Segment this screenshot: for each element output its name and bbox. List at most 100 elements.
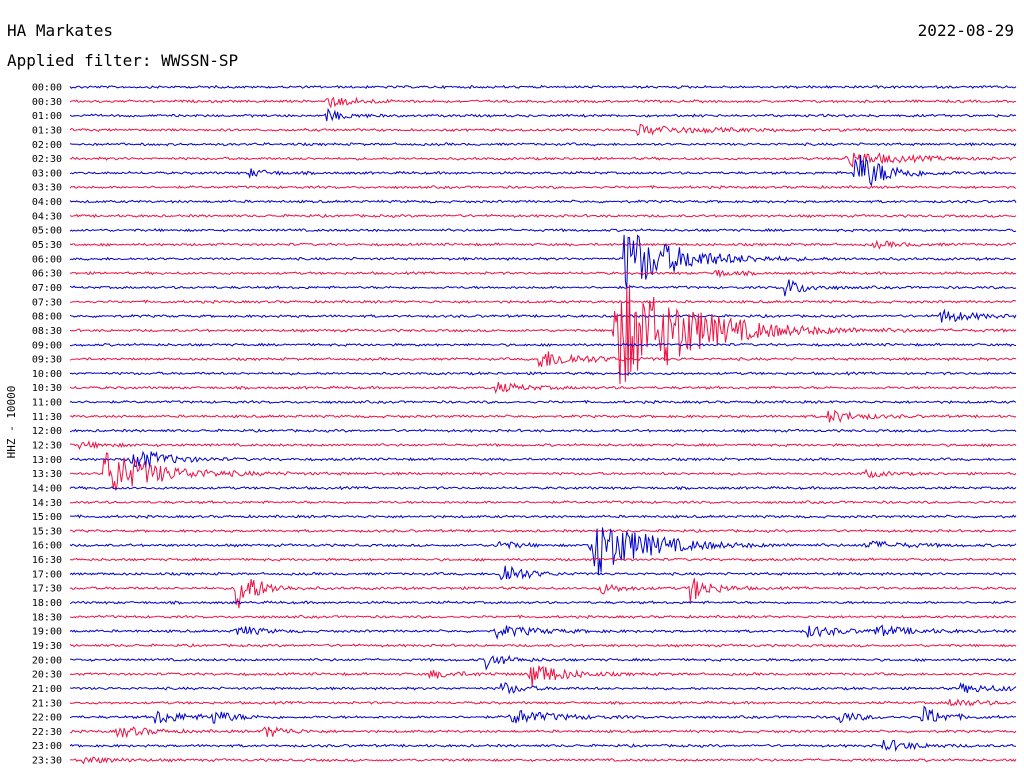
trace-line bbox=[69, 409, 1017, 423]
trace-line bbox=[69, 142, 1017, 147]
row-time-label: 01:00 bbox=[32, 111, 62, 122]
filter-label: Applied filter: WWSSN-SP bbox=[7, 51, 239, 70]
row-time-label: 01:30 bbox=[32, 125, 62, 136]
trace-line bbox=[69, 756, 1017, 765]
trace-line bbox=[69, 279, 1017, 297]
trace-line bbox=[69, 123, 1017, 136]
row-time-label: 09:30 bbox=[32, 355, 62, 366]
trace-line bbox=[69, 643, 1017, 648]
row-time-label: 07:30 bbox=[32, 297, 62, 308]
row-time-label: 07:00 bbox=[32, 283, 62, 294]
trace-line bbox=[69, 154, 1017, 187]
trace-line bbox=[69, 450, 1017, 468]
trace-line bbox=[69, 84, 1017, 90]
trace-line bbox=[69, 739, 1017, 752]
trace-line bbox=[69, 600, 1017, 605]
row-time-label: 20:00 bbox=[32, 655, 62, 666]
row-time-label: 12:30 bbox=[32, 441, 62, 452]
trace-line bbox=[69, 234, 1017, 290]
station-title: HA Markates bbox=[7, 21, 113, 40]
row-time-label: 03:30 bbox=[32, 183, 62, 194]
trace-line bbox=[69, 440, 1017, 450]
row-time-label: 14:00 bbox=[32, 483, 62, 494]
y-axis-label: HHZ - 10000 bbox=[5, 386, 18, 459]
trace-line bbox=[69, 308, 1017, 323]
trace-line bbox=[69, 726, 1017, 739]
trace-line bbox=[69, 284, 1017, 385]
row-time-label: 03:00 bbox=[32, 168, 62, 179]
row-time-label: 23:00 bbox=[32, 741, 62, 752]
row-time-label: 13:30 bbox=[32, 469, 62, 480]
trace-line bbox=[69, 624, 1017, 640]
trace-line bbox=[69, 500, 1017, 505]
row-time-label: 02:00 bbox=[32, 140, 62, 151]
trace-line bbox=[69, 614, 1017, 620]
row-time-label: 08:00 bbox=[32, 312, 62, 323]
row-time-label: 04:00 bbox=[32, 197, 62, 208]
row-time-label: 21:30 bbox=[32, 698, 62, 709]
trace-line bbox=[69, 269, 1017, 279]
row-time-label: 22:00 bbox=[32, 713, 62, 724]
trace-line bbox=[69, 152, 1017, 168]
trace-line bbox=[69, 239, 1017, 250]
row-time-label: 17:30 bbox=[32, 584, 62, 595]
row-time-label: 14:30 bbox=[32, 498, 62, 509]
trace-line bbox=[69, 342, 1017, 347]
row-time-label: 22:30 bbox=[32, 727, 62, 738]
trace-line bbox=[69, 698, 1016, 707]
trace-line bbox=[69, 527, 1017, 574]
row-time-label: 21:00 bbox=[32, 684, 62, 695]
row-time-label: 06:00 bbox=[32, 254, 62, 265]
row-time-label: 05:00 bbox=[32, 226, 62, 237]
row-time-label: 18:00 bbox=[32, 598, 62, 609]
row-time-label: 16:00 bbox=[32, 541, 62, 552]
row-time-label: 18:30 bbox=[32, 612, 62, 623]
trace-line bbox=[69, 184, 1017, 190]
row-time-label: 02:30 bbox=[32, 154, 62, 165]
trace-line bbox=[69, 299, 1017, 305]
row-time-label: 16:30 bbox=[32, 555, 62, 566]
trace-line bbox=[69, 665, 1017, 687]
row-time-label: 12:00 bbox=[32, 426, 62, 437]
row-time-label: 00:00 bbox=[32, 83, 62, 94]
trace-line bbox=[69, 705, 1017, 724]
trace-line bbox=[69, 565, 1017, 581]
row-time-label: 06:30 bbox=[32, 269, 62, 280]
row-time-label: 17:00 bbox=[32, 569, 62, 580]
trace-line bbox=[69, 578, 1017, 609]
row-time-label: 10:00 bbox=[32, 369, 62, 380]
date-label: 2022-08-29 bbox=[917, 21, 1014, 40]
row-time-label: 09:00 bbox=[32, 340, 62, 351]
row-time-label: 23:30 bbox=[32, 756, 62, 767]
row-time-label: 19:30 bbox=[32, 641, 62, 652]
trace-line bbox=[69, 96, 1017, 109]
row-time-label: 05:30 bbox=[32, 240, 62, 251]
trace-line bbox=[69, 528, 1017, 534]
trace-line bbox=[69, 227, 1017, 233]
row-time-label: 15:30 bbox=[32, 526, 62, 537]
row-time-label: 10:30 bbox=[32, 383, 62, 394]
trace-line bbox=[69, 107, 1017, 122]
trace-line bbox=[69, 382, 1016, 394]
row-time-label: 15:00 bbox=[32, 512, 62, 523]
row-time-label: 08:30 bbox=[32, 326, 62, 337]
trace-line bbox=[69, 485, 1017, 491]
trace-line bbox=[69, 199, 1017, 204]
trace-line bbox=[69, 213, 1017, 219]
row-time-label: 13:00 bbox=[32, 455, 62, 466]
trace-line bbox=[69, 351, 1017, 368]
row-time-label: 19:00 bbox=[32, 627, 62, 638]
row-time-label: 20:30 bbox=[32, 670, 62, 681]
row-time-label: 11:00 bbox=[32, 398, 62, 409]
row-time-label: 04:30 bbox=[32, 211, 62, 222]
trace-line bbox=[69, 557, 1017, 562]
trace-line bbox=[69, 428, 1017, 433]
row-time-label: 11:30 bbox=[32, 412, 62, 423]
row-time-label: 00:30 bbox=[32, 97, 62, 108]
trace-line bbox=[69, 681, 1017, 695]
trace-line bbox=[70, 514, 1017, 519]
trace-line bbox=[69, 371, 1017, 376]
trace-line bbox=[69, 452, 1017, 491]
trace-line bbox=[69, 654, 1017, 671]
